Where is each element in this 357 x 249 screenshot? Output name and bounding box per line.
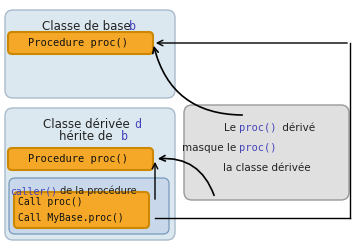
Text: b: b — [129, 20, 136, 33]
FancyBboxPatch shape — [14, 192, 149, 228]
Text: masque le: masque le — [181, 143, 239, 153]
Text: proc(): proc() — [239, 143, 277, 153]
Text: b: b — [120, 130, 127, 143]
Text: Classe de base: Classe de base — [42, 20, 134, 33]
Text: Procedure proc(): Procedure proc() — [28, 154, 128, 164]
Text: d: d — [135, 118, 142, 131]
Text: Procedure proc(): Procedure proc() — [28, 38, 128, 48]
Text: Le: Le — [224, 123, 239, 133]
Text: Call MyBase.proc(): Call MyBase.proc() — [18, 213, 124, 223]
FancyBboxPatch shape — [8, 32, 153, 54]
FancyBboxPatch shape — [184, 105, 349, 200]
Text: hérite de: hérite de — [59, 130, 117, 143]
Text: la classe dérivée: la classe dérivée — [223, 163, 311, 173]
Text: caller(): caller() — [10, 186, 57, 196]
Text: de la procédure: de la procédure — [57, 186, 137, 196]
Text: Classe dérivée: Classe dérivée — [43, 118, 133, 131]
FancyBboxPatch shape — [9, 178, 169, 234]
FancyBboxPatch shape — [5, 108, 175, 240]
FancyBboxPatch shape — [8, 148, 153, 170]
Text: Call proc(): Call proc() — [18, 197, 82, 207]
FancyBboxPatch shape — [5, 10, 175, 98]
Text: proc(): proc() — [239, 123, 277, 133]
Text: dérivé: dérivé — [279, 123, 315, 133]
